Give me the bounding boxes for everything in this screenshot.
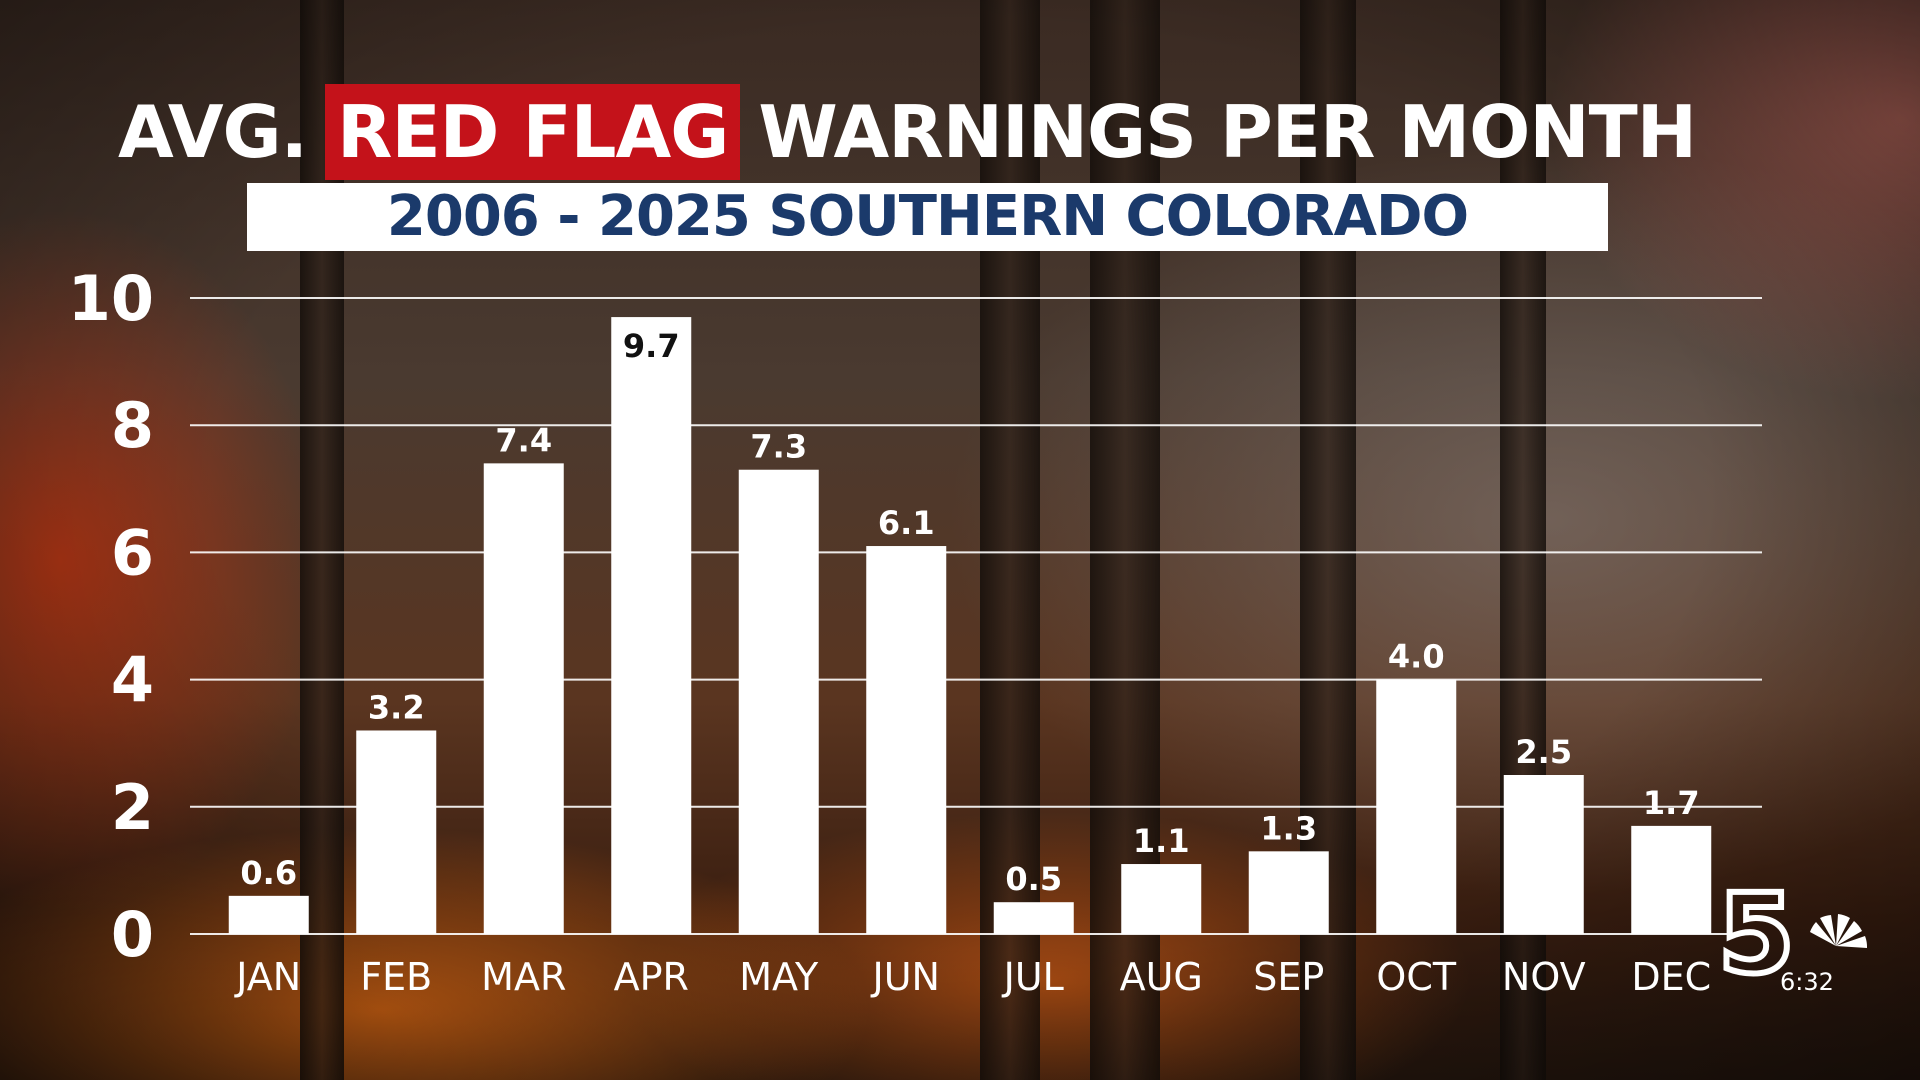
chart-title: AVG. RED FLAG WARNINGS PER MONTH bbox=[118, 82, 1697, 182]
bar bbox=[738, 469, 819, 934]
bar bbox=[993, 902, 1074, 934]
y-tick-label: 4 bbox=[111, 644, 154, 717]
bar bbox=[1121, 864, 1202, 934]
bar bbox=[483, 463, 564, 934]
title-prefix: AVG. bbox=[118, 90, 308, 174]
chart-subtitle: 2006 - 2025 SOUTHERN COLORADO bbox=[247, 183, 1608, 251]
title-highlight: RED FLAG bbox=[325, 84, 741, 180]
bar bbox=[1503, 775, 1584, 934]
data-label: 3.2 bbox=[368, 688, 425, 726]
data-label: 1.3 bbox=[1260, 809, 1317, 847]
station-logo: 5 bbox=[1715, 867, 1868, 1001]
bar bbox=[611, 317, 692, 935]
x-tick-label: MAR bbox=[481, 955, 566, 999]
station-clock: 6:32 bbox=[1780, 968, 1834, 996]
data-label: 9.7 bbox=[623, 327, 680, 365]
y-tick-label: 0 bbox=[111, 898, 154, 971]
x-tick-label: NOV bbox=[1502, 955, 1586, 999]
x-tick-label: FEB bbox=[360, 955, 432, 999]
x-tick-label: JAN bbox=[234, 955, 301, 999]
y-tick-label: 6 bbox=[111, 516, 154, 589]
data-label: 6.1 bbox=[878, 504, 935, 542]
bar bbox=[1376, 679, 1457, 934]
data-label: 0.6 bbox=[240, 854, 297, 892]
data-label: 4.0 bbox=[1388, 638, 1445, 676]
bar bbox=[866, 546, 947, 934]
bar bbox=[1631, 825, 1712, 934]
data-label: 0.5 bbox=[1005, 860, 1062, 898]
bar bbox=[356, 730, 437, 934]
bar bbox=[228, 895, 309, 934]
y-tick-label: 8 bbox=[111, 389, 154, 462]
data-label: 7.4 bbox=[495, 421, 552, 459]
title-suffix: WARNINGS PER MONTH bbox=[758, 90, 1697, 174]
x-tick-label: SEP bbox=[1253, 955, 1324, 999]
data-label: 1.7 bbox=[1643, 784, 1700, 822]
data-label: 7.3 bbox=[750, 428, 807, 466]
bar bbox=[1248, 851, 1329, 934]
tree-trunk bbox=[980, 0, 1040, 1080]
x-tick-label: APR bbox=[614, 955, 689, 999]
x-tick-label: DEC bbox=[1631, 955, 1711, 999]
svg-text:5: 5 bbox=[1718, 874, 1795, 994]
data-label: 2.5 bbox=[1515, 733, 1572, 771]
x-tick-label: OCT bbox=[1376, 955, 1456, 999]
x-tick-label: AUG bbox=[1120, 955, 1203, 999]
x-tick-label: JUL bbox=[1002, 955, 1064, 999]
y-tick-label: 10 bbox=[68, 262, 154, 335]
data-label: 1.1 bbox=[1133, 822, 1190, 860]
x-tick-label: MAY bbox=[739, 955, 819, 999]
x-tick-label: JUN bbox=[871, 955, 940, 999]
y-tick-label: 2 bbox=[111, 771, 154, 844]
